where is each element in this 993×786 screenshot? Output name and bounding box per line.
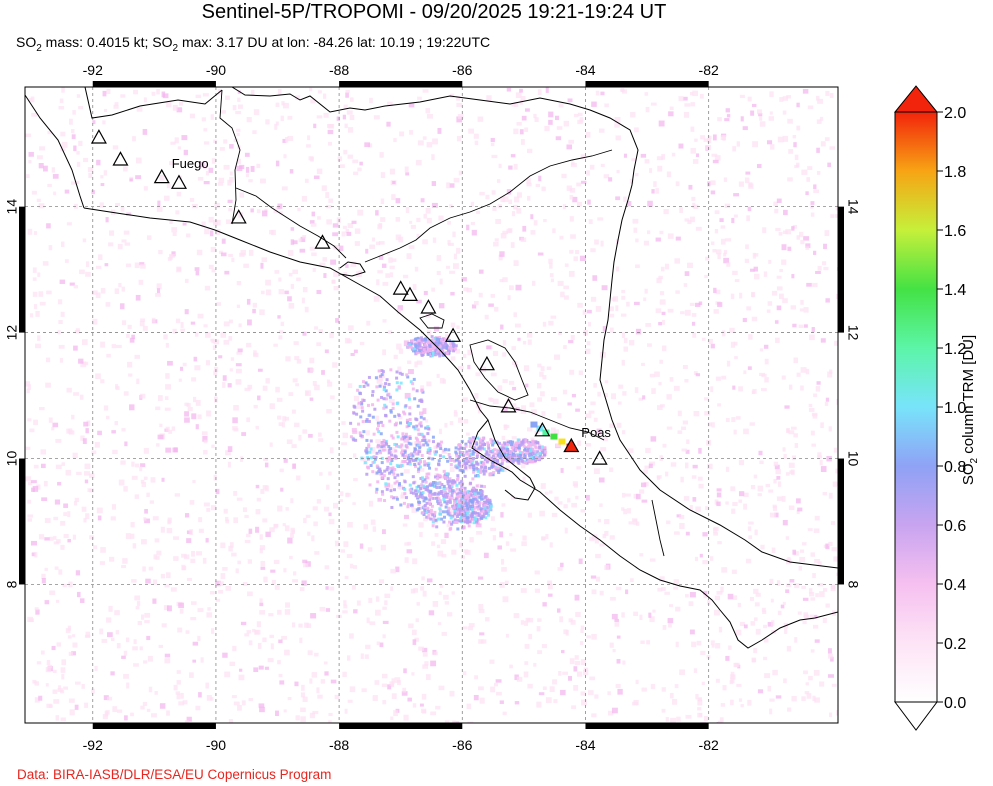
colorbar-tick-label: 1.4 — [944, 282, 966, 299]
lat-tick-label-right: 14 — [845, 199, 861, 215]
frame-tick-bar — [339, 81, 463, 87]
frame-ticks — [19, 81, 844, 729]
colorbar-tick-label: 0.6 — [944, 518, 966, 535]
lat-tick-label-left: 10 — [4, 451, 20, 467]
colorbar-tick-label: 1.2 — [944, 341, 966, 358]
honduras-border — [235, 187, 347, 259]
nicaragua-border — [364, 149, 613, 263]
colorbar-gradient — [894, 111, 938, 703]
colorbar-min-extension — [894, 701, 938, 731]
colorbar-ticks: 0.0 0.2 0.4 0.6 0.8 1.0 1.2 1.4 1.6 1.8 2.0 — [937, 105, 966, 712]
lon-tick-label-bottom: -88 — [329, 737, 349, 753]
country-borders — [219, 89, 665, 557]
volcano-markers: Fuego Poas — [90, 129, 611, 465]
colorbar: 0.0 0.2 0.4 0.6 0.8 1.0 1.2 1.4 1.6 1.8 2.0 — [893, 85, 966, 731]
data-credit: Data: BIRA-IASB/DLR/ESA/EU Copernicus Pr… — [17, 767, 332, 782]
map-title: Sentinel-5P/TROPOMI - 09/20/2025 19:21-1… — [201, 1, 667, 23]
colorbar-tick-label: 2.0 — [944, 105, 966, 122]
frame-tick-bar — [339, 723, 463, 729]
coastlines — [25, 87, 838, 649]
graticule — [25, 87, 838, 723]
pacific-coast — [83, 207, 838, 649]
volcano-triangle-icon — [153, 168, 170, 184]
volcano-triangle-icon — [534, 421, 551, 437]
volcano-triangle-icon — [392, 280, 409, 295]
map-subtitle: SO2 mass: 0.4015 kt; SO2 max: 3.17 DU at… — [16, 34, 491, 54]
volcano-triangle-icon — [563, 437, 580, 453]
volcano-triangle-icon — [170, 174, 187, 189]
lat-tick-label-left: 8 — [4, 580, 20, 588]
frame-tick-bar — [92, 723, 216, 729]
lat-tick-label-right: 10 — [845, 451, 861, 467]
lon-tick-label-top: -92 — [83, 62, 103, 78]
lon-tick-label-bottom: -82 — [699, 737, 719, 753]
volcano-triangle-icon — [420, 299, 437, 314]
panama-border — [651, 499, 665, 557]
volcano-label: Fuego — [172, 156, 209, 171]
frame-tick-bar — [585, 81, 709, 87]
lon-tick-label-bottom: -92 — [83, 737, 103, 753]
frame-tick-bar — [585, 723, 709, 729]
volcano-triangle-icon — [112, 151, 129, 166]
lat-tick-label-right: 8 — [845, 581, 861, 589]
colorbar-tick-label: 1.0 — [944, 400, 966, 417]
frame-tick-bar — [838, 458, 844, 585]
guatemala-border — [219, 89, 241, 225]
colorbar-tick-label: 1.8 — [944, 164, 966, 181]
colorbar-max-extension — [893, 85, 939, 113]
volcano-triangle-icon — [591, 450, 608, 465]
lon-tick-label-bottom: -84 — [575, 737, 595, 753]
volcano-triangle-icon — [401, 286, 418, 302]
lake-managua — [419, 313, 445, 329]
lon-tick-label-top: -88 — [329, 62, 349, 78]
colorbar-tick-label: 0.8 — [944, 459, 966, 476]
lon-tick-label-top: -86 — [452, 62, 472, 78]
volcano-triangle-icon — [90, 129, 107, 144]
colorbar-tick-label: 0.0 — [944, 695, 966, 712]
nicoya-peninsula — [487, 419, 536, 501]
lon-tick-label-top: -84 — [575, 62, 595, 78]
lat-tick-label-right: 12 — [845, 325, 861, 341]
volcano-triangle-icon — [478, 355, 495, 371]
colorbar-tick-label: 0.2 — [944, 636, 966, 653]
frame-tick-bar — [19, 458, 25, 585]
lat-tick-label-left: 14 — [4, 199, 20, 215]
volcano-triangle-icon — [314, 234, 331, 249]
costa-rica-border — [469, 399, 605, 441]
lon-tick-label-top: -90 — [206, 62, 226, 78]
caribbean-coast — [25, 87, 838, 569]
gulf-of-fonseca — [339, 261, 366, 277]
frame-tick-bar — [19, 206, 25, 333]
volcano-triangle-icon — [500, 398, 517, 413]
colorbar-label: SO2 column TRM [DU] — [960, 334, 980, 486]
lat-tick-label-left: 12 — [4, 325, 20, 341]
lon-tick-label-top: -82 — [699, 62, 719, 78]
so2-plume — [25, 87, 838, 723]
lake-nicaragua — [469, 339, 529, 401]
volcano-triangle-icon — [445, 327, 462, 342]
frame-tick-bar — [92, 81, 216, 87]
map-area — [25, 87, 838, 723]
lon-tick-label-bottom: -90 — [206, 737, 226, 753]
lon-tick-label-bottom: -86 — [452, 737, 472, 753]
axis-labels: -92 -92 -90 -90 -88 -88 -86 -86 -84 -84 -82 -82 8 8 10… — [4, 62, 862, 753]
volcano-label: Poas — [581, 425, 611, 440]
colorbar-tick-label: 1.6 — [944, 223, 966, 240]
frame-tick-bar — [838, 206, 844, 333]
colorbar-tick-label: 0.4 — [944, 577, 966, 594]
volcano-triangle-icon — [230, 209, 247, 224]
